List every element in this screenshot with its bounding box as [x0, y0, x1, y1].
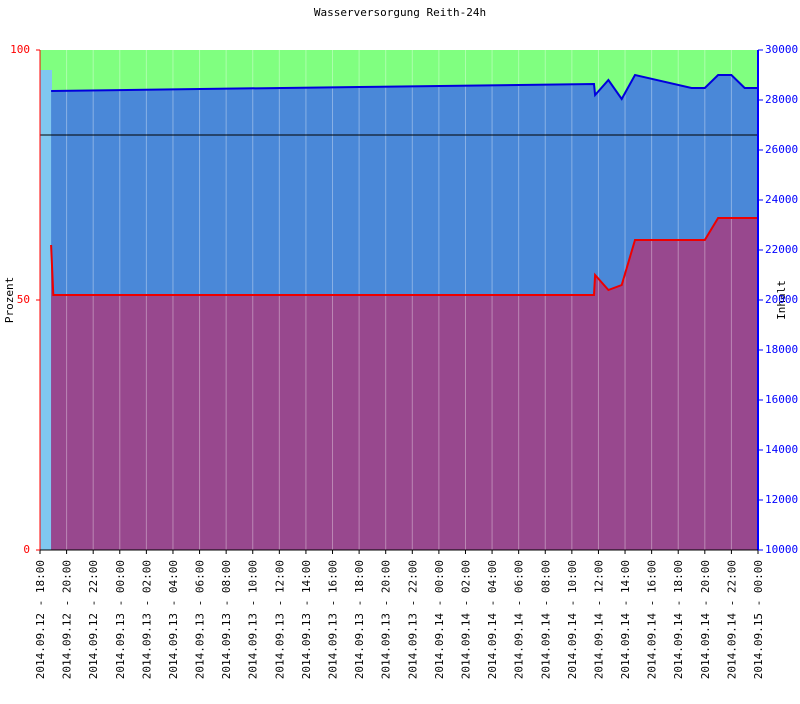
y-tick-label: 50: [17, 293, 30, 306]
x-tick-label: 2014.09.14 - 18:00: [672, 560, 685, 679]
x-tick-label: 2014.09.12 - 18:00: [34, 560, 47, 679]
x-tick-label: 2014.09.14 - 22:00: [725, 560, 738, 679]
y-axis-label: Prozent: [3, 277, 16, 323]
series-line: [51, 73, 758, 101]
chart-title: Wasserversorgung Reith-24h: [314, 6, 486, 19]
y2-tick-label: 24000: [765, 193, 798, 206]
x-tick-label: 2014.09.14 - 06:00: [513, 560, 526, 679]
y2-tick-label: 30000: [765, 43, 798, 56]
y2-tick-label: 14000: [765, 443, 798, 456]
x-tick-label: 2014.09.13 - 18:00: [353, 560, 366, 679]
x-tick-label: 2014.09.12 - 22:00: [87, 560, 100, 679]
series-line: [50, 217, 758, 296]
x-tick-label: 2014.09.14 - 00:00: [433, 560, 446, 679]
x-tick-label: 2014.09.13 - 22:00: [406, 560, 419, 679]
x-tick-label: 2014.09.13 - 20:00: [380, 560, 393, 679]
x-tick-label: 2014.09.14 - 20:00: [699, 560, 712, 679]
x-tick-label: 2014.09.13 - 16:00: [327, 560, 340, 679]
x-tick-label: 2014.09.14 - 02:00: [459, 560, 472, 679]
x-tick-label: 2014.09.13 - 12:00: [273, 560, 286, 679]
x-tick-label: 2014.09.14 - 08:00: [539, 560, 552, 679]
x-tick-label: 2014.09.13 - 00:00: [114, 560, 127, 679]
x-tick-label: 2014.09.13 - 14:00: [300, 560, 313, 679]
y2-tick-label: 28000: [765, 93, 798, 106]
x-tick-label: 2014.09.13 - 02:00: [140, 560, 153, 679]
series-area: [51, 218, 759, 550]
x-tick-label: 2014.09.13 - 06:00: [194, 560, 207, 679]
left-strip: [40, 70, 52, 550]
y2-tick-label: 10000: [765, 543, 798, 556]
x-tick-label: 2014.09.12 - 20:00: [61, 560, 74, 679]
y2-tick-label: 22000: [765, 243, 798, 256]
x-tick-label: 2014.09.13 - 08:00: [220, 560, 233, 679]
x-tick-label: 2014.09.14 - 14:00: [619, 560, 632, 679]
x-tick-label: 2014.09.14 - 12:00: [592, 560, 605, 679]
y2-tick-label: 16000: [765, 393, 798, 406]
y2-tick-label: 26000: [765, 143, 798, 156]
x-tick-label: 2014.09.14 - 04:00: [486, 560, 499, 679]
y2-tick-label: 20000: [765, 293, 798, 306]
y-tick-label: 100: [10, 43, 30, 56]
x-tick-label: 2014.09.13 - 10:00: [247, 560, 260, 679]
x-tick-label: 2014.09.14 - 16:00: [646, 560, 659, 679]
x-tick-label: 2014.09.14 - 10:00: [566, 560, 579, 679]
x-tick-label: 2014.09.15 - 00:00: [752, 560, 765, 679]
x-tick-label: 2014.09.13 - 04:00: [167, 560, 180, 679]
y-tick-label: 0: [23, 543, 30, 556]
y2-axis-label: Inhalt: [775, 280, 788, 320]
y2-tick-label: 12000: [765, 493, 798, 506]
y2-tick-label: 18000: [765, 343, 798, 356]
